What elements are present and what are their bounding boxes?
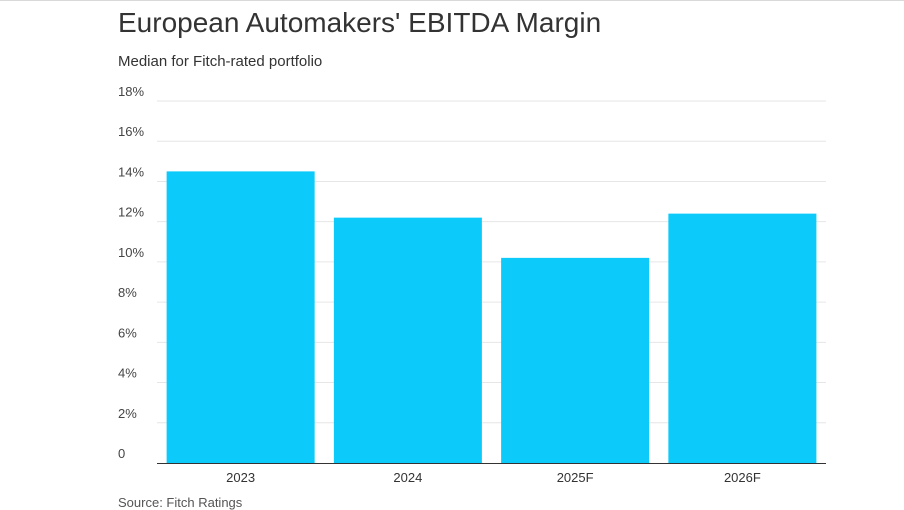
x-tick-label: 2025F — [557, 470, 594, 485]
y-tick-label: 12% — [118, 205, 144, 220]
y-tick-label: 0 — [118, 446, 125, 461]
bar-2023 — [166, 171, 315, 463]
bar-2025f — [501, 257, 650, 463]
bar-2026f — [668, 213, 817, 463]
y-tick-label: 4% — [118, 366, 137, 381]
y-tick-label: 10% — [118, 245, 144, 260]
bars — [166, 171, 817, 463]
chart-title: European Automakers' EBITDA Margin — [118, 7, 602, 38]
y-tick-label: 6% — [118, 325, 137, 340]
chart-subtitle: Median for Fitch-rated portfolio — [118, 53, 323, 70]
y-tick-label: 14% — [118, 164, 144, 179]
x-axis-ticks: 2023 2024 2025F 2026F — [226, 470, 761, 485]
y-tick-label: 16% — [118, 124, 144, 139]
y-tick-label: 8% — [118, 285, 137, 300]
y-axis-ticks: 0 2% 4% 6% 8% 10% 12% 14% 16% 18% — [118, 84, 144, 461]
source-note: Source: Fitch Ratings — [118, 495, 243, 510]
bar-2024 — [333, 217, 482, 463]
x-tick-label: 2024 — [393, 470, 422, 485]
x-tick-label: 2026F — [724, 470, 761, 485]
y-tick-label: 2% — [118, 406, 137, 421]
y-tick-label: 18% — [118, 84, 144, 99]
x-tick-label: 2023 — [226, 470, 255, 485]
